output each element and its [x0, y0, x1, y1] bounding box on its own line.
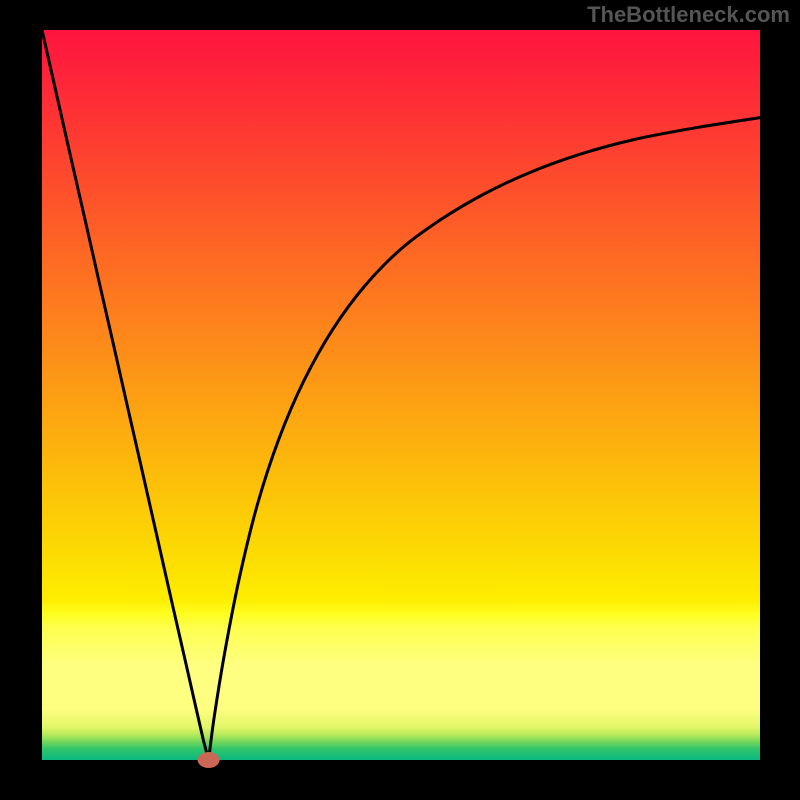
watermark-text: TheBottleneck.com: [587, 2, 790, 28]
minimum-marker: [198, 752, 220, 768]
chart-root: TheBottleneck.com: [0, 0, 800, 800]
plot-gradient: [42, 30, 760, 760]
chart-canvas: [0, 0, 800, 800]
